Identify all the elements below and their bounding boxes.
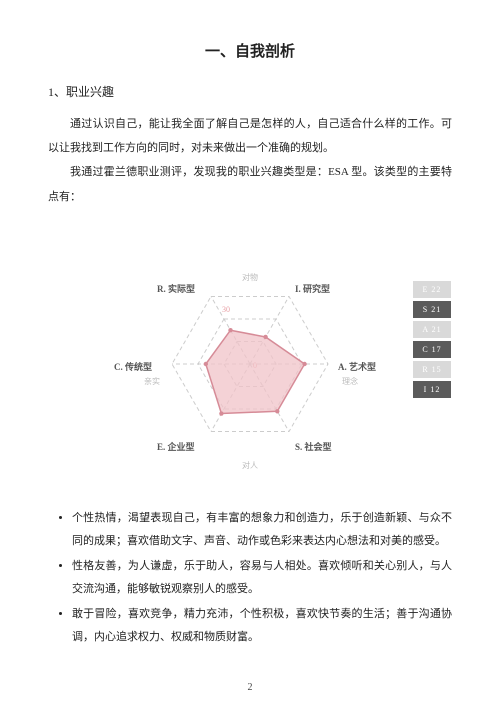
axis-sublabel: 对物 [242, 272, 258, 283]
paragraph-2: 我通过霍兰德职业测评，发现我的职业兴趣类型是：ESA 型。该类型的主要特点有： [48, 160, 452, 208]
svg-text:30: 30 [222, 305, 230, 314]
axis-label-i: I. 研究型 [295, 282, 330, 295]
page-number: 2 [0, 682, 500, 693]
legend-row-e: E 22 [413, 281, 451, 298]
axis-label-c: C. 传统型 [114, 360, 152, 373]
radar-chart: 030 E 22S 21A 21C 17R 15I 12 R. 实际型I. 研究… [95, 219, 405, 499]
legend-row-a: A 21 [413, 321, 451, 338]
trait-list: 个性热情，渴望表现自己，有丰富的想象力和创造力，乐于创造新颖、与众不同的成果；喜… [48, 507, 452, 650]
axis-sublabel: 亲实 [144, 376, 160, 387]
trait-item-2: 性格友善，为人谦虚，乐于助人，容易与人相处。喜欢倾听和关心别人，与人交流沟通，能… [72, 555, 452, 601]
axis-label-e: E. 企业型 [157, 440, 195, 453]
axis-sublabel: 对人 [242, 460, 258, 471]
axis-label-s: S. 社会型 [295, 440, 332, 453]
chart-legend: E 22 S 21 A 21 C 17 R 15 I 12 [413, 281, 451, 401]
axis-label-a: A. 艺术型 [338, 360, 376, 373]
legend-row-c: C 17 [413, 341, 451, 358]
section-subhead: 1、职业兴趣 [48, 83, 452, 100]
page-title: 一、自我剖析 [48, 40, 452, 61]
axis-label-r: R. 实际型 [157, 282, 195, 295]
trait-item-1: 个性热情，渴望表现自己，有丰富的想象力和创造力，乐于创造新颖、与众不同的成果；喜… [72, 507, 452, 553]
trait-item-3: 敢于冒险，喜欢竞争，精力充沛，个性积极，喜欢快节奏的生活；善于沟通协调，内心追求… [72, 603, 452, 649]
legend-row-i: I 12 [413, 381, 451, 398]
legend-row-r: R 15 [413, 361, 451, 378]
axis-sublabel: 理念 [342, 376, 358, 387]
legend-row-s: S 21 [413, 301, 451, 318]
paragraph-1: 通过认识自己，能让我全面了解自己是怎样的人，自己适合什么样的工作。可以让我找到工… [48, 112, 452, 160]
radar-svg: 030 [95, 219, 405, 499]
